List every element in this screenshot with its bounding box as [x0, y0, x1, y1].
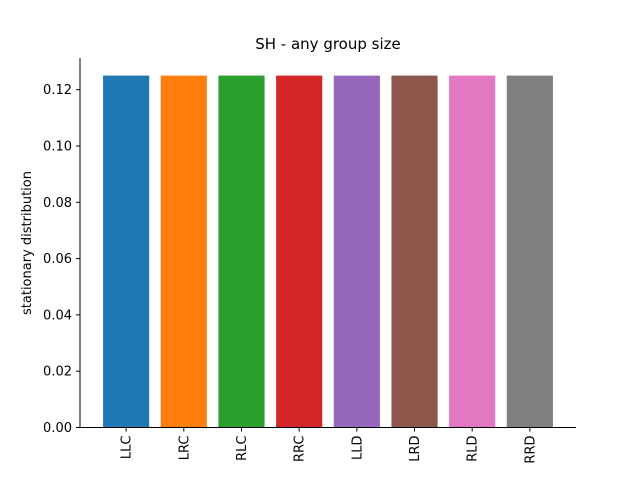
bar-lrd	[391, 75, 438, 428]
bar-lrc	[160, 75, 207, 428]
bar-rlc	[218, 75, 265, 428]
x-tick-label: RRC	[293, 436, 308, 463]
x-tick-label: LLC	[120, 436, 135, 460]
x-tick-label: LLD	[350, 436, 365, 461]
y-tick-label: 0.04	[43, 308, 72, 323]
y-tick-label: 0.00	[43, 421, 72, 436]
y-tick-label: 0.02	[43, 365, 72, 380]
x-tick-label: LRD	[408, 436, 423, 462]
x-tick-label: LRC	[177, 436, 192, 461]
bar-lld	[333, 75, 380, 428]
x-tick-label: RLC	[235, 436, 250, 461]
chart-title: SH - any group size	[255, 35, 401, 53]
bar-llc	[103, 75, 150, 428]
y-tick-label: 0.08	[43, 196, 72, 211]
y-tick-label: 0.12	[43, 83, 72, 98]
bar-rld	[449, 75, 496, 428]
x-tick-label: RLD	[466, 436, 481, 462]
bar-rrc	[276, 75, 323, 428]
x-tick-label: RRD	[523, 436, 538, 464]
y-ticks-group: 0.00 0.02 0.04 0.06 0.08 0.10 0.12	[43, 83, 80, 436]
bars-group	[103, 75, 553, 428]
x-ticks-group: LLC LRC RLC RRC LLD LRD RLD RRD	[120, 427, 538, 464]
y-tick-label: 0.10	[43, 139, 72, 154]
bar-rrd	[506, 75, 553, 428]
y-axis-label: stationary distribution	[20, 171, 35, 315]
y-tick-label: 0.06	[43, 252, 72, 267]
